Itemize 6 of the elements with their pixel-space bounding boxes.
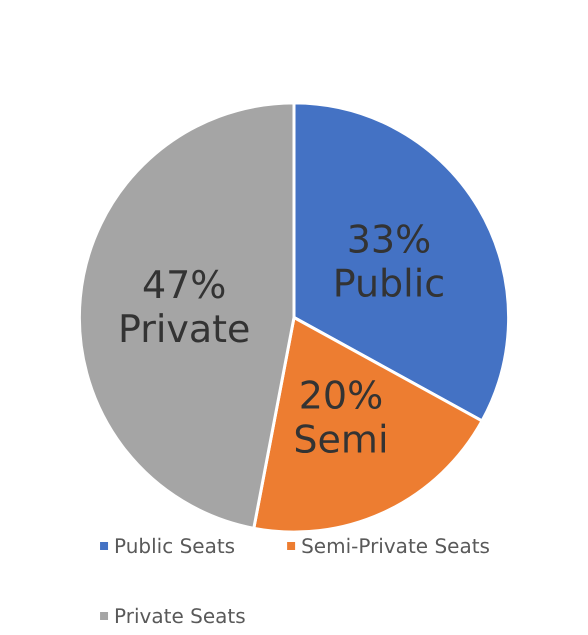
data-label: 20% Semi — [293, 373, 389, 462]
legend-label: Semi-Private Seats — [301, 534, 490, 558]
data-label: 33% Public — [332, 217, 446, 306]
legend-label: Private Seats — [114, 604, 246, 628]
legend-label: Public Seats — [114, 534, 236, 558]
data-label: 47% Private — [118, 263, 250, 352]
